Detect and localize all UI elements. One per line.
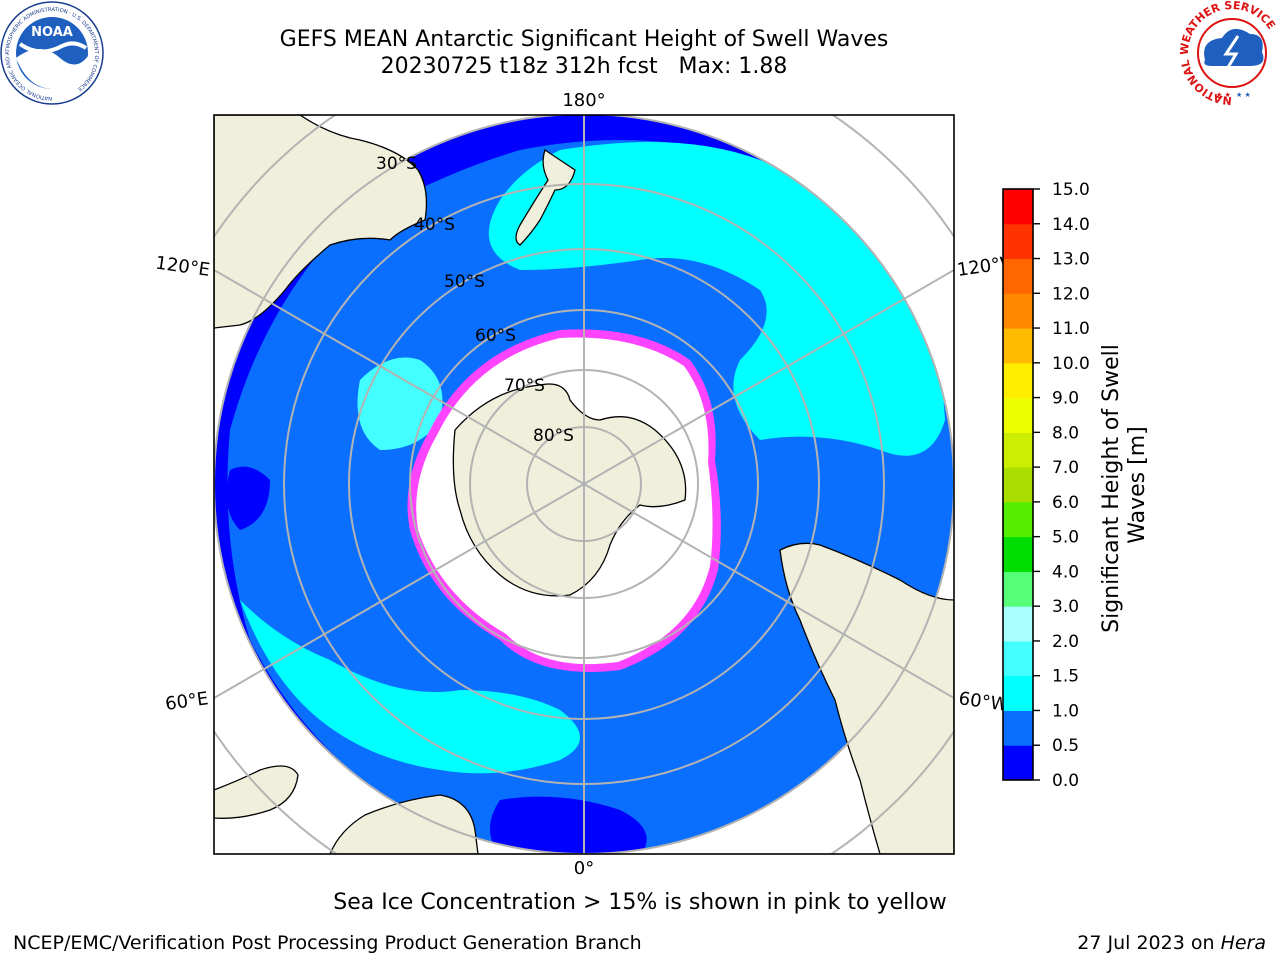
colorbar-label-line1: Significant Height of Swell — [1099, 344, 1124, 633]
colorbar: 0.0 0.5 1.0 1.5 2.0 3.0 4.0 5.0 6.0 7.0 8.0 9.0 10.0… — [1002, 180, 1150, 791]
lon-label-left-lower: 60°E — [164, 688, 210, 715]
ocean-high-swell-indian — [240, 600, 580, 774]
colorbar-tick-label: 0.0 — [1052, 771, 1079, 791]
colorbar-tick-label: 1.0 — [1052, 701, 1079, 721]
antarctica-land — [452, 383, 687, 597]
colorbar-tick-label: 7.0 — [1052, 458, 1079, 478]
lat-label-50s: 50°S — [444, 272, 485, 292]
lat-label-40s: 40°S — [414, 215, 455, 235]
ocean-high-swell-patch — [357, 357, 443, 450]
colorbar-tick-label: 15.0 — [1052, 180, 1090, 200]
colorbar-tick-label: 1.5 — [1052, 667, 1079, 687]
colorbar-segment — [1003, 571, 1033, 607]
colorbar-segment — [1003, 536, 1033, 572]
nws-logo: NATIONAL WEATHER SERVICE ★ ★ ★ ★ — [1178, 0, 1280, 107]
colorbar-tick-label: 6.0 — [1052, 493, 1079, 513]
colorbar-tick-label: 10.0 — [1052, 354, 1090, 374]
colorbar-tick-label: 8.0 — [1052, 423, 1079, 443]
colorbar-segment — [1003, 293, 1033, 329]
map-subtitle: 20230725 t18z 312h fcst Max: 1.88 — [380, 54, 788, 79]
footer-date-text: 27 Jul 2023 on — [1077, 932, 1221, 954]
colorbar-tick-label: 13.0 — [1052, 250, 1090, 270]
colorbar-tick-label: 9.0 — [1052, 389, 1079, 409]
colorbar-segment — [1003, 397, 1033, 433]
colorbar-segment — [1003, 328, 1033, 364]
map-area — [214, 115, 954, 854]
colorbar-label-line2: Waves [m] — [1125, 426, 1150, 543]
longitude-gridlines — [214, 115, 954, 854]
svg-text:★ ★: ★ ★ — [1236, 91, 1251, 99]
lon-label-bottom: 0° — [574, 858, 594, 879]
colorbar-segment — [1003, 640, 1033, 677]
colorbar-segment — [1003, 501, 1033, 538]
footer-date: 27 Jul 2023 on Hera — [1077, 932, 1266, 954]
colorbar-segment — [1003, 258, 1033, 294]
footer-credit: NCEP/EMC/Verification Post Processing Pr… — [13, 932, 642, 954]
noaa-logo-text: NOAA — [31, 25, 73, 40]
latitude-labels: 30°S 40°S 50°S 60°S 70°S 80°S — [376, 154, 574, 446]
colorbar-label: Significant Height of Swell Waves [m] — [1099, 337, 1150, 633]
svg-text:★ ★: ★ ★ — [1216, 91, 1231, 99]
lat-label-80s: 80°S — [533, 426, 574, 446]
map-frame — [213, 114, 955, 855]
australia-land — [214, 115, 428, 329]
colorbar-tick-label: 0.5 — [1052, 736, 1079, 756]
lon-label-right-lower: 60°W — [957, 688, 1009, 716]
colorbar-segment — [1003, 745, 1033, 781]
lat-label-70s: 70°S — [504, 376, 545, 396]
south-america-land — [779, 542, 954, 854]
lon-label-top: 180° — [562, 90, 605, 111]
colorbar-segment — [1003, 432, 1033, 468]
footer-machine-name: Hera — [1220, 932, 1266, 954]
colorbar-tick-label: 14.0 — [1052, 215, 1090, 235]
lat-label-60s: 60°S — [475, 326, 516, 346]
colorbar-tick-label: 11.0 — [1052, 319, 1090, 339]
colorbar-segment — [1003, 710, 1033, 746]
colorbar-segment — [1003, 606, 1033, 642]
map-title: GEFS MEAN Antarctic Significant Height o… — [279, 27, 889, 52]
noaa-logo: NOAA NATIONAL OCEANIC AND ATMOSPHERIC AD… — [0, 1, 104, 105]
africa-land — [329, 794, 479, 854]
lon-label-left-upper: 120°E — [154, 253, 211, 281]
colorbar-segment — [1003, 467, 1033, 503]
colorbar-segment — [1003, 362, 1033, 399]
lat-label-30s: 30°S — [376, 154, 417, 174]
colorbar-tick-label: 4.0 — [1052, 562, 1079, 582]
colorbar-tick-label: 12.0 — [1052, 284, 1090, 304]
colorbar-segment — [1003, 189, 1033, 225]
sea-ice-caption: Sea Ice Concentration > 15% is shown in … — [333, 890, 947, 915]
colorbar-tick-label: 3.0 — [1052, 597, 1079, 617]
colorbar-segment — [1003, 675, 1033, 711]
new-zealand-land — [515, 148, 576, 246]
ocean-high-swell-pacific — [488, 142, 945, 456]
colorbar-frame — [1002, 188, 1034, 781]
colorbar-tick-label: 5.0 — [1052, 528, 1079, 548]
colorbar-segment — [1003, 223, 1033, 260]
colorbar-tick-label: 2.0 — [1052, 632, 1079, 652]
